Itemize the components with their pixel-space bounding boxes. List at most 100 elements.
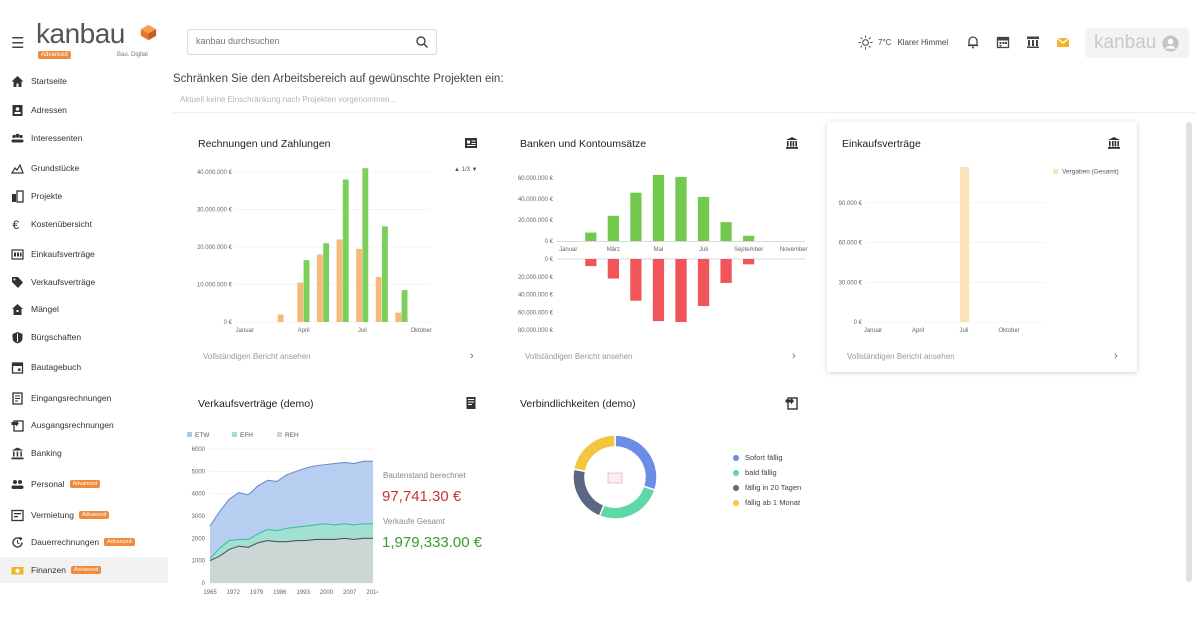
chevron-right-icon[interactable]: ›	[792, 350, 796, 362]
full-report-link[interactable]: Vollständigen Bericht ansehen	[847, 352, 955, 361]
sidebar-item-bank[interactable]: Banking	[0, 440, 168, 466]
search-icon[interactable]	[415, 35, 429, 49]
y-tick-label: 40.000.000 €	[197, 170, 233, 176]
y-tick-label: 30.000.000 €	[197, 208, 233, 214]
bar[interactable]	[395, 312, 402, 322]
contract-card-icon[interactable]	[464, 396, 478, 410]
sidebar-item-home[interactable]: Startseite	[0, 68, 168, 94]
legend-label: bald fällig	[745, 468, 777, 477]
sidebar-item-label: Vermietung	[31, 510, 74, 520]
sidebar-item-tag[interactable]: Verkaufsverträge	[0, 269, 168, 295]
donut-slice[interactable]	[598, 485, 656, 520]
sidebar-item-address-book[interactable]: Adressen	[0, 97, 168, 123]
sidebar-item-rental[interactable]: Vermietung Advanced	[0, 502, 168, 528]
sidebar-item-incoming-invoice[interactable]: Eingangsrechnungen	[0, 385, 168, 411]
bar[interactable]	[336, 239, 343, 323]
full-report-link[interactable]: Vollständigen Bericht ansehen	[525, 352, 633, 361]
bar[interactable]	[652, 259, 665, 322]
bar[interactable]	[342, 179, 349, 323]
bar[interactable]	[362, 168, 369, 322]
bar[interactable]	[960, 166, 969, 322]
weather-widget[interactable]: 7°C Klarer Himmel	[858, 35, 948, 50]
mail-icon[interactable]	[1056, 35, 1070, 49]
legend-item[interactable]: fällig in 20 Tagen	[733, 480, 801, 495]
bank-card-icon[interactable]	[1107, 136, 1121, 150]
sidebar-item-land[interactable]: Grundstücke	[0, 155, 168, 181]
chevron-right-icon[interactable]: ›	[470, 350, 474, 362]
staff-icon	[11, 478, 24, 491]
bar[interactable]	[607, 259, 619, 279]
bar[interactable]	[585, 232, 597, 241]
bar[interactable]	[316, 254, 323, 323]
invoice-card-icon[interactable]	[464, 136, 478, 150]
bar[interactable]	[277, 314, 284, 323]
bar[interactable]	[697, 259, 710, 307]
legend-dot	[733, 484, 739, 491]
full-report-link[interactable]: Vollständigen Bericht ansehen	[203, 352, 311, 361]
project-filter-input[interactable]: Aktuell keine Einschränkung nach Projekt…	[180, 95, 397, 104]
svg-text:€: €	[13, 218, 20, 231]
page-scrollbar[interactable]	[1186, 122, 1192, 582]
hamburger-menu-icon[interactable]: ☰	[11, 35, 25, 52]
x-tick-label: Juli	[358, 328, 367, 334]
sidebar-item-finance[interactable]: Finanzen Advanced	[0, 557, 168, 583]
sidebar-item-purchase-contract[interactable]: Einkaufsverträge	[0, 241, 168, 267]
advanced-badge: Advanced	[70, 566, 102, 574]
sidebar-item-project[interactable]: Projekte	[0, 183, 168, 209]
sidebar-item-outgoing-invoice[interactable]: Ausgangsrechnungen	[0, 412, 168, 438]
bar[interactable]	[630, 192, 642, 241]
bar[interactable]	[585, 259, 597, 267]
area-series[interactable]	[210, 538, 373, 583]
header-divider	[173, 112, 1195, 113]
bar[interactable]	[375, 277, 382, 322]
calendar-icon[interactable]	[996, 35, 1010, 49]
donut-slice[interactable]	[572, 468, 605, 518]
bar[interactable]	[630, 259, 642, 301]
x-tick-label: Januar	[559, 247, 577, 253]
bar[interactable]	[401, 290, 408, 322]
search-box[interactable]	[187, 29, 437, 55]
legend-swatch	[277, 432, 282, 437]
sidebar-item-shield[interactable]: Bürgschaften	[0, 324, 168, 350]
sidebar-item-people[interactable]: Interessenten	[0, 125, 168, 151]
bar[interactable]	[720, 222, 732, 241]
chart-pager[interactable]: ▲ 1/3 ▼	[454, 167, 478, 173]
y-tick-label: 80.000.000 €	[518, 328, 554, 334]
sidebar-item-staff[interactable]: Personal Advanced	[0, 471, 168, 497]
brand-logo[interactable]: kanbau Advanced Bau. Digital	[36, 18, 166, 62]
user-avatar-icon	[1162, 34, 1179, 52]
bar[interactable]	[675, 259, 687, 323]
series-line	[209, 460, 373, 527]
bar[interactable]	[697, 196, 710, 241]
sidebar-item-house-defect[interactable]: Mängel	[0, 296, 168, 322]
legend-item[interactable]: bald fällig	[733, 465, 801, 480]
bell-icon[interactable]	[966, 35, 980, 49]
bar[interactable]	[743, 235, 755, 241]
bar[interactable]	[607, 215, 619, 241]
card-title: Einkaufsverträge	[842, 138, 921, 150]
bar[interactable]	[356, 248, 363, 322]
bautenstand-value: 97,741.30 €	[382, 488, 462, 505]
donut-slice[interactable]	[572, 434, 616, 473]
invoice-arrow-card-icon[interactable]	[785, 396, 799, 410]
user-menu-button[interactable]: kanbau	[1085, 28, 1189, 58]
search-input[interactable]	[196, 36, 406, 46]
legend-item[interactable]: fällig ab 1 Monat	[733, 495, 801, 510]
bar[interactable]	[743, 259, 755, 265]
sidebar-item-euro[interactable]: € Kostenübersicht	[0, 211, 168, 237]
bar[interactable]	[303, 260, 310, 322]
bar[interactable]	[675, 176, 687, 241]
sidebar-item-recurring[interactable]: Dauerrechnungen Advanced	[0, 529, 168, 555]
y-tick-label: 5000	[192, 469, 206, 475]
institution-icon[interactable]	[1026, 35, 1040, 49]
bank-card-icon[interactable]	[785, 136, 799, 150]
y-tick-label: 2000	[192, 536, 206, 542]
bar[interactable]	[297, 282, 304, 322]
legend-item[interactable]: Sofort fällig	[733, 450, 801, 465]
bar[interactable]	[652, 174, 665, 241]
bar[interactable]	[382, 226, 388, 322]
sidebar-item-calendar[interactable]: Bautagebuch	[0, 354, 168, 380]
chevron-right-icon[interactable]: ›	[1114, 350, 1118, 362]
bar[interactable]	[720, 259, 732, 283]
bar[interactable]	[323, 243, 330, 322]
